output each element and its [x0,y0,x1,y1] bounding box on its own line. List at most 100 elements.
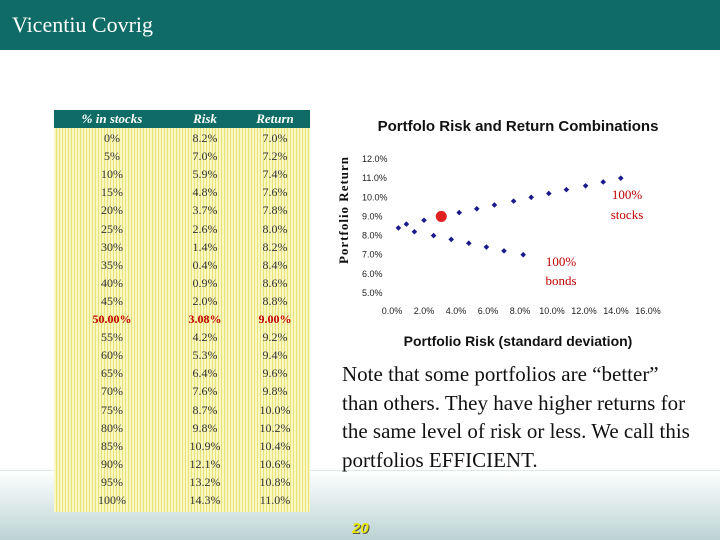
table-cell: 90% [101,456,123,471]
table-cell: 8.6% [262,275,288,290]
page-number: 20 [352,520,369,537]
data-point [421,217,427,224]
data-point [474,205,480,212]
table-cell: 15% [101,185,123,200]
table-cell: 5% [104,149,120,164]
data-point [618,175,624,181]
table-cell: 100% [98,493,126,507]
table-cell: 7.2% [262,149,288,164]
data-point [395,225,402,231]
table-header-return: Return [256,111,294,126]
table-cell: 4.2% [192,330,218,345]
x-tick-label: 4.0% [446,306,467,316]
table-cell: 8.0% [262,221,288,236]
header-bar: Vicentiu Covrig [0,0,720,50]
table-cell: 10.9% [189,438,221,453]
table-cell: 60% [101,348,123,363]
data-point [510,198,517,204]
table-cell: 7.8% [262,203,288,218]
data-point [600,179,606,185]
data-point [491,202,498,208]
annotation-bonds-percent: 100% [546,254,577,269]
y-axis-label: Portfolio Return [336,156,351,264]
table-cell: 5.9% [192,167,218,182]
table-cell: 8.7% [192,402,218,417]
table-cell: 40% [101,275,123,290]
table-cell: 0.4% [192,257,218,272]
data-point [466,240,472,247]
table-cell: 65% [101,366,123,381]
table-cell: 95% [101,474,123,489]
table-cell: 9.6% [262,366,288,381]
annotation-stocks-percent: 100% [612,187,643,202]
highlight-point [435,210,447,222]
table-cell: 30% [101,239,123,254]
data-point [582,183,589,189]
x-tick-label: 2.0% [414,306,435,316]
table-cell: 9.8% [192,420,218,435]
table-cell: 70% [101,384,123,399]
table-cell: 7.0% [262,131,288,145]
table-cell: 85% [101,438,123,453]
x-tick-label: 10.0% [539,306,565,316]
table-cell: 35% [101,257,123,272]
risk-return-chart: Portfolo Risk and Return Combinations Por… [336,118,661,349]
table-cell: 0.9% [192,275,218,290]
table-cell: 3.7% [192,203,218,218]
data-point [430,232,437,239]
table-cell: 9.8% [262,384,288,399]
table-cell: 8.2% [192,131,218,145]
data-point [403,221,410,227]
table-cell: 7.6% [262,185,288,200]
y-tick-label: 9.0% [362,211,383,221]
table-cell: 7.6% [192,384,218,399]
note-text: Note that some portfolios are “better” t… [342,362,690,472]
data-point [483,244,490,250]
table-header-stocks: % in stocks [81,111,143,126]
table-header-risk: Risk [193,111,217,126]
table-cell: 7.0% [192,149,218,164]
x-tick-label: 12.0% [571,306,597,316]
bottom-divider [0,470,720,471]
y-tick-label: 10.0% [362,192,388,202]
data-point [456,209,462,216]
y-tick-label: 5.0% [362,288,383,298]
data-point [520,251,526,258]
table-cell: 2.6% [192,221,218,236]
table-cell: 7.4% [262,167,288,182]
table-cell: 9.4% [262,348,288,363]
table-cell: 8.4% [262,257,288,272]
table-cell: 10.0% [259,402,291,417]
x-tick-label: 0.0% [382,306,403,316]
y-tick-label: 8.0% [362,231,383,241]
table-cell: 9.2% [262,330,288,345]
table-cell: 5.3% [192,348,218,363]
y-tick-label: 7.0% [362,250,383,260]
data-point [563,186,570,193]
y-tick-label: 6.0% [362,269,383,279]
data-point [546,190,552,197]
table-cell: 75% [101,402,123,417]
chart-title: Portfolo Risk and Return Combinations [378,118,659,135]
table-cell: 6.4% [192,366,218,381]
table-cell: 25% [101,221,123,236]
table-cell: 11.0% [259,493,291,507]
table-cell: 10.2% [259,420,291,435]
table-cell: 1.4% [192,239,218,254]
table-cell: 10% [101,167,123,182]
table-cell: 10.8% [259,474,291,489]
x-axis-label: Portfolio Risk (standard deviation) [404,333,633,349]
table-cell: 10.6% [259,456,291,471]
table-cell: 4.8% [192,185,218,200]
annotation-stocks-label: stocks [611,207,644,222]
table-cell: 45% [101,293,123,308]
table-cell: 80% [101,420,123,435]
header-title: Vicentiu Covrig [12,12,154,37]
table-cell: 55% [101,330,123,345]
table-cell: 8.8% [262,293,288,308]
table-header: % in stocks Risk Return [54,110,310,128]
data-point [528,194,534,201]
data-point [448,236,454,243]
x-tick-label: 6.0% [478,306,499,316]
table-cell: 3.08% [188,312,222,326]
